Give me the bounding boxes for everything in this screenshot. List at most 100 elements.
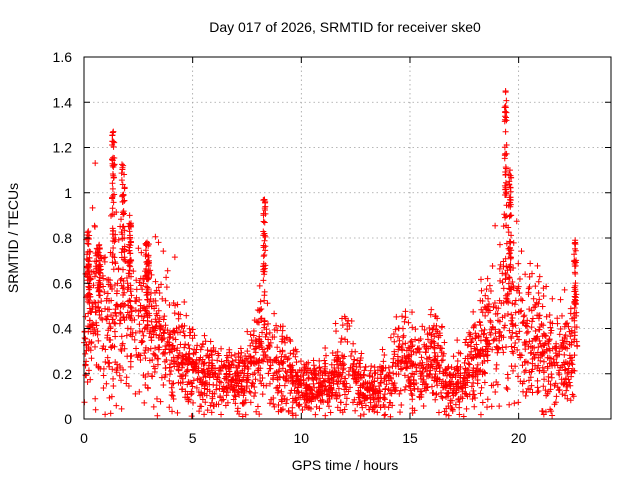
data-point [120,366,127,373]
data-point [370,383,377,390]
data-point [258,344,265,351]
data-point [142,247,149,254]
data-point [484,357,491,364]
data-point [532,327,539,334]
data-point [148,373,155,380]
data-point [329,350,336,357]
data-point [430,344,437,351]
data-point [337,399,344,406]
data-point [257,298,264,305]
data-point [147,328,154,335]
data-point [261,237,268,244]
data-point [545,378,552,385]
data-point [161,350,168,357]
data-point [535,388,542,395]
data-point [149,356,156,363]
data-point [563,380,570,387]
data-point [512,297,519,304]
data-point [82,362,89,369]
data-point [271,403,278,410]
data-point [109,157,116,164]
data-point [515,283,522,290]
data-point [571,298,578,305]
data-point [106,320,113,327]
data-point [250,327,257,334]
data-point [127,358,134,365]
data-point [160,382,167,389]
data-point [487,288,494,295]
data-point [150,350,157,357]
data-point [424,336,431,343]
data-point [334,361,341,368]
data-point [293,372,300,379]
data-point [509,278,516,285]
data-point [357,364,364,371]
data-point [468,355,475,362]
data-point [512,322,519,329]
data-point [253,343,260,350]
data-point [374,409,381,416]
data-point [121,227,128,234]
data-point [504,291,511,298]
data-point [505,274,512,281]
data-point [86,324,93,331]
data-point [529,270,535,277]
data-point [215,367,222,374]
data-point [472,368,479,375]
data-point [139,338,146,345]
data-point [145,252,152,259]
data-point [84,270,91,277]
data-point [341,391,348,398]
data-point [298,389,305,396]
data-point [261,317,268,324]
data-point [477,411,484,418]
data-point [125,298,132,305]
data-point [505,202,512,209]
data-point [261,252,268,259]
data-point [241,370,248,377]
data-point [441,339,448,346]
chart-title: Day 017 of 2026, SRMTID for receiver ske… [209,19,481,35]
data-point [164,338,171,345]
data-point [505,229,512,236]
data-point [510,350,517,357]
data-point [146,298,153,305]
data-point [166,371,173,378]
data-point [493,379,500,386]
data-point [169,408,176,415]
data-point [104,354,111,361]
data-point [142,253,149,260]
data-point [509,314,516,321]
data-point [571,304,578,311]
data-point [434,328,441,335]
data-point [434,353,441,360]
data-point [110,244,117,251]
data-point [519,362,526,369]
data-point [140,332,147,339]
data-point [540,292,547,299]
data-point [151,351,158,358]
data-point [260,218,267,225]
data-point [477,350,484,357]
data-point [460,413,467,420]
data-point [409,342,416,349]
data-point [261,268,268,275]
data-point [317,379,324,386]
data-point [391,338,398,345]
data-point [117,310,124,317]
data-point [182,353,189,360]
data-point [542,387,549,394]
data-point [174,345,181,352]
data-point [503,97,510,104]
data-point [86,255,93,262]
data-point [450,353,457,360]
data-point [203,352,210,359]
data-point [322,412,329,419]
data-point [110,227,117,234]
data-point [177,373,184,380]
ticks: 0 0.2 0.4 0.6 0.8 1 1.2 1.4 1.6 0 5 10 15 20 [53,49,611,446]
data-point [402,314,409,321]
data-point [162,364,169,371]
data-point [143,283,150,290]
data-point [335,385,342,392]
